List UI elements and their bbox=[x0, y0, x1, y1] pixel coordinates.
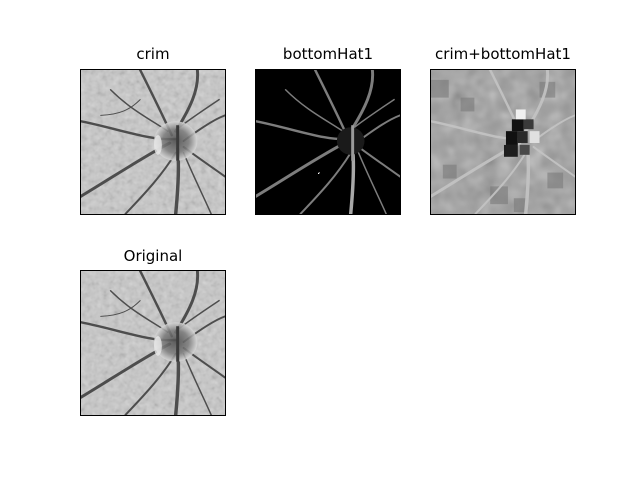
panel-title-bottomhat1: bottomHat1 bbox=[282, 45, 374, 63]
image-crim bbox=[80, 69, 226, 215]
fundus-image-bottomhat1 bbox=[256, 70, 400, 214]
image-original bbox=[80, 270, 226, 416]
image-bottomhat1 bbox=[255, 69, 401, 215]
fundus-image-crim-plus-bottomhat1 bbox=[431, 70, 575, 214]
panel-title-original: Original bbox=[123, 247, 183, 265]
fundus-image-original bbox=[81, 271, 225, 415]
image-crim-plus-bottomhat1 bbox=[430, 69, 576, 215]
fundus-image-crim bbox=[81, 70, 225, 214]
panel-title-crim: crim bbox=[136, 45, 170, 63]
panel-title-crim-plus-bottomhat1: crim+bottomHat1 bbox=[435, 45, 571, 63]
